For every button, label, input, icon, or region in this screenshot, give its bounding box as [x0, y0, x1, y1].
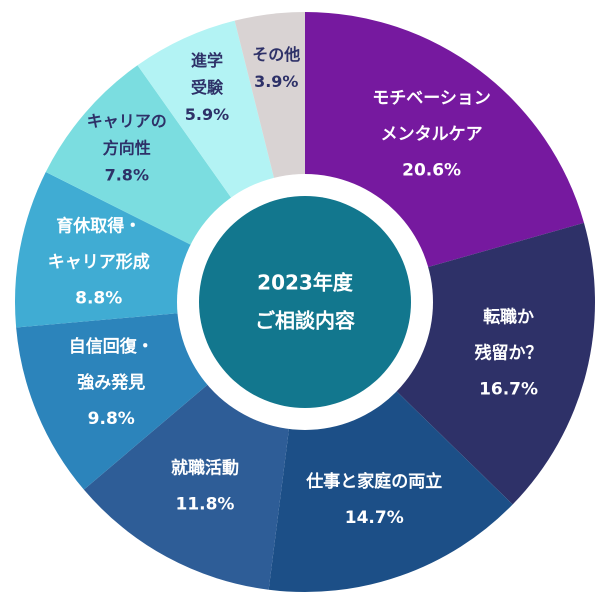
category-label: モチベーション — [372, 88, 491, 108]
category-label: 就職活動 — [171, 458, 239, 479]
value-label: 3.9% — [254, 72, 298, 91]
category-label: キャリア形成 — [48, 252, 150, 273]
category-label: 育休取得・ — [56, 216, 141, 237]
value-label: 8.8% — [75, 289, 122, 309]
center-disc — [199, 196, 411, 408]
category-label: 受験 — [191, 78, 224, 97]
category-label: メンタルケア — [381, 124, 483, 144]
value-label: 14.7% — [345, 508, 404, 528]
category-label: 強み発見 — [77, 372, 145, 393]
category-label: その他 — [252, 45, 300, 64]
category-label: 転職か — [483, 307, 534, 328]
value-label: 5.9% — [185, 105, 229, 124]
category-label: 進学 — [191, 51, 223, 70]
value-label: 20.6% — [402, 160, 461, 180]
value-label: 9.8% — [88, 409, 135, 429]
value-label: 7.8% — [105, 165, 149, 184]
category-label: 自信回復・ — [69, 336, 154, 357]
chart-title: ご相談内容 — [255, 309, 355, 333]
value-label: 11.8% — [175, 495, 234, 515]
category-label: 方向性 — [103, 138, 151, 157]
category-label: 残留か？ — [475, 343, 543, 364]
value-label: 16.7% — [479, 380, 538, 400]
category-label: キャリアの — [87, 111, 167, 130]
chart-title: 2023年度 — [257, 271, 354, 295]
category-label: 仕事と家庭の両立 — [305, 471, 442, 492]
